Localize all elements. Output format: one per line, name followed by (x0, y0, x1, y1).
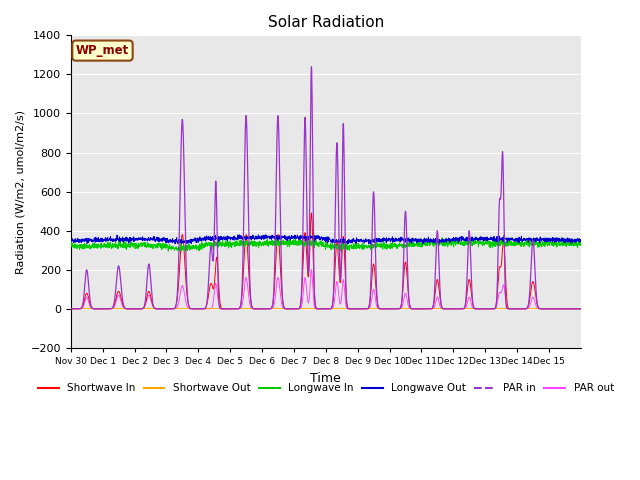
PAR in (67, 306, 75, 312)
Shortwave Out (356, 306, 364, 312)
Longwave Out (570, 238, 578, 244)
Longwave Out (228, 236, 236, 241)
Text: WP_met: WP_met (76, 44, 129, 57)
Longwave In (228, 240, 236, 246)
Shortwave In (356, 306, 364, 312)
Longwave In (570, 243, 578, 249)
Line: Shortwave In: Shortwave In (71, 213, 580, 309)
Longwave Out (356, 237, 364, 242)
Longwave In (181, 248, 189, 254)
PAR out (118, 301, 125, 307)
Longwave In (577, 240, 584, 246)
Y-axis label: Radiation (W/m2, umol/m2/s): Radiation (W/m2, umol/m2/s) (15, 109, 25, 274)
Longwave Out (479, 238, 487, 244)
Longwave In (67, 240, 75, 246)
PAR out (308, 267, 316, 273)
Longwave Out (508, 236, 516, 241)
PAR out (356, 306, 364, 312)
Shortwave Out (67, 306, 75, 312)
PAR in (570, 306, 577, 312)
Longwave In (479, 240, 487, 246)
PAR in (577, 306, 584, 312)
Longwave Out (172, 241, 179, 247)
Longwave Out (577, 237, 584, 243)
PAR out (479, 306, 487, 312)
PAR out (577, 306, 584, 312)
Shortwave Out (228, 306, 236, 312)
PAR out (228, 306, 236, 312)
Line: PAR in: PAR in (71, 67, 580, 309)
Line: PAR out: PAR out (71, 270, 580, 309)
Shortwave Out (570, 306, 577, 312)
Title: Solar Radiation: Solar Radiation (268, 15, 384, 30)
Legend: Shortwave In, Shortwave Out, Longwave In, Longwave Out, PAR in, PAR out: Shortwave In, Shortwave Out, Longwave In… (33, 379, 618, 397)
Longwave In (118, 243, 125, 249)
Shortwave In (577, 306, 584, 312)
Longwave In (508, 240, 516, 246)
Shortwave In (228, 306, 236, 312)
Shortwave In (118, 298, 125, 303)
Shortwave Out (479, 306, 486, 312)
Shortwave Out (577, 306, 584, 312)
PAR in (308, 64, 316, 70)
PAR in (508, 306, 516, 312)
Longwave Out (67, 237, 75, 243)
PAR out (570, 306, 577, 312)
PAR out (508, 306, 516, 312)
Longwave In (356, 243, 364, 249)
Shortwave In (308, 210, 316, 216)
Shortwave In (67, 306, 75, 312)
Shortwave Out (118, 306, 125, 312)
PAR in (228, 306, 236, 312)
Longwave In (438, 235, 446, 240)
Longwave Out (262, 232, 269, 238)
PAR in (118, 290, 125, 296)
Shortwave Out (508, 306, 515, 312)
Shortwave In (570, 306, 577, 312)
PAR out (67, 306, 75, 312)
X-axis label: Time: Time (310, 372, 341, 384)
Shortwave In (508, 306, 516, 312)
Line: Longwave Out: Longwave Out (71, 235, 580, 244)
PAR in (356, 306, 364, 312)
Shortwave In (479, 306, 487, 312)
Line: Longwave In: Longwave In (71, 238, 580, 251)
Longwave Out (118, 238, 125, 243)
PAR in (479, 306, 487, 312)
